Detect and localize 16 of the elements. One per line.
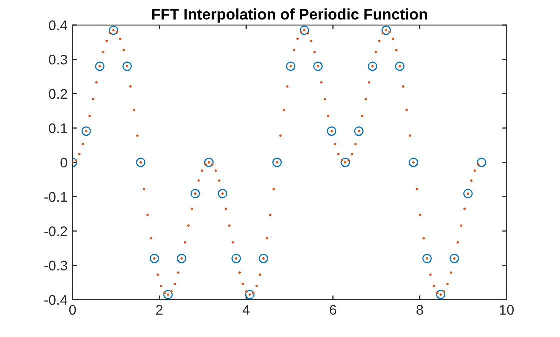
chart-title: FFT Interpolation of Periodic Function (152, 8, 428, 23)
x-tick-label: 2 (156, 305, 163, 315)
y-tick-label: -0.3 (44, 260, 68, 271)
x-tick-label: 0 (69, 305, 76, 315)
y-tick-label: 0 (60, 158, 68, 168)
y-tick-label: -0.2 (44, 226, 68, 236)
x-tick-label: 8 (416, 305, 424, 315)
x-tick-label: 4 (242, 305, 250, 315)
x-tick-label: 6 (330, 305, 336, 315)
y-tick-label: -0.4 (44, 295, 68, 306)
y-tick-label: 0.1 (49, 124, 68, 134)
y-tick-label: 0.3 (49, 54, 68, 65)
y-tick-label: -0.1 (44, 192, 68, 202)
x-tick-label: 10 (500, 305, 514, 315)
y-tick-label: 0.2 (49, 89, 68, 100)
y-tick-label: 0.4 (49, 20, 68, 30)
